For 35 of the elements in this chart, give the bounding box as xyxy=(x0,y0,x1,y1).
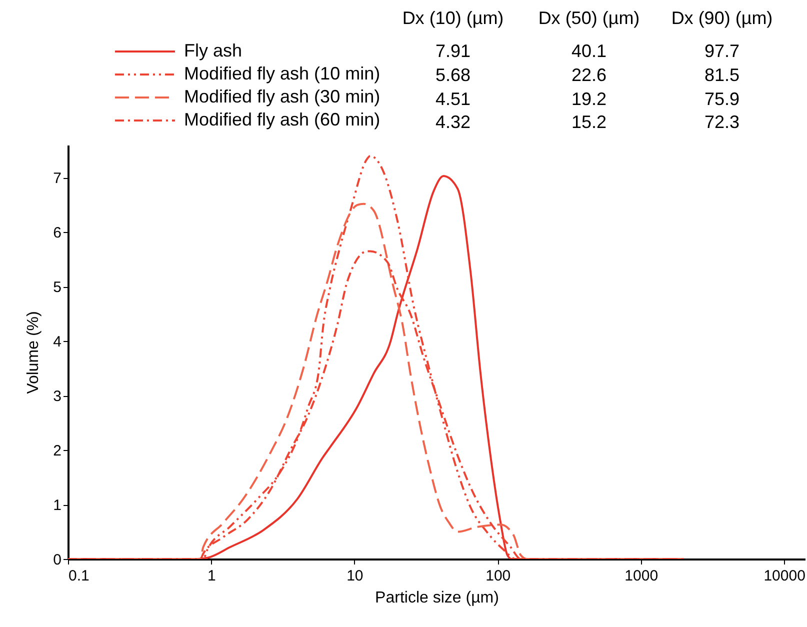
x-tick-label: 1000 xyxy=(624,568,658,584)
y-tick-label: 5 xyxy=(53,279,62,296)
x-tick-label: 0.1 xyxy=(68,568,90,584)
legend-label: Modified fly ash (10 min) xyxy=(184,64,380,84)
text: 19.2 xyxy=(571,89,607,109)
y-tick-label: 6 xyxy=(53,224,62,242)
text: 7.91 xyxy=(435,41,471,61)
y-axis-title: Volume (%) xyxy=(25,311,42,394)
text: 75.9 xyxy=(704,89,740,109)
y-tick-label: 0 xyxy=(53,552,62,568)
x-axis-title: Particle size (µm) xyxy=(375,590,499,606)
legend-label: Modified fly ash (30 min) xyxy=(184,86,380,106)
y-tick-label: 1 xyxy=(53,497,62,514)
y-tick-label: 2 xyxy=(53,442,62,460)
y-tick-label: 3 xyxy=(53,388,62,406)
text: Dx (90) (µm) xyxy=(671,8,773,28)
text: 4.51 xyxy=(435,89,471,109)
x-tick-label: 1 xyxy=(208,568,216,584)
x-tick-label: 10 xyxy=(346,568,364,584)
y-tick-label: 7 xyxy=(53,170,62,188)
text: 4.32 xyxy=(435,112,471,132)
text: 5.68 xyxy=(435,65,471,85)
text: 81.5 xyxy=(704,65,740,85)
legend-label: Modified fly ash (60 min) xyxy=(184,110,380,130)
text: 72.3 xyxy=(704,112,740,132)
text: Dx (10) (µm) xyxy=(402,8,504,28)
y-tick-label: 4 xyxy=(53,334,62,351)
text: 15.2 xyxy=(571,112,607,132)
x-tick-label: 10000 xyxy=(764,568,806,584)
legend-label: Fly ash xyxy=(184,40,242,60)
text: 22.6 xyxy=(571,65,607,85)
text: Dx (50) (µm) xyxy=(538,8,640,28)
text: 97.7 xyxy=(704,41,740,61)
text: 40.1 xyxy=(571,41,607,61)
x-tick-label: 100 xyxy=(486,568,511,584)
